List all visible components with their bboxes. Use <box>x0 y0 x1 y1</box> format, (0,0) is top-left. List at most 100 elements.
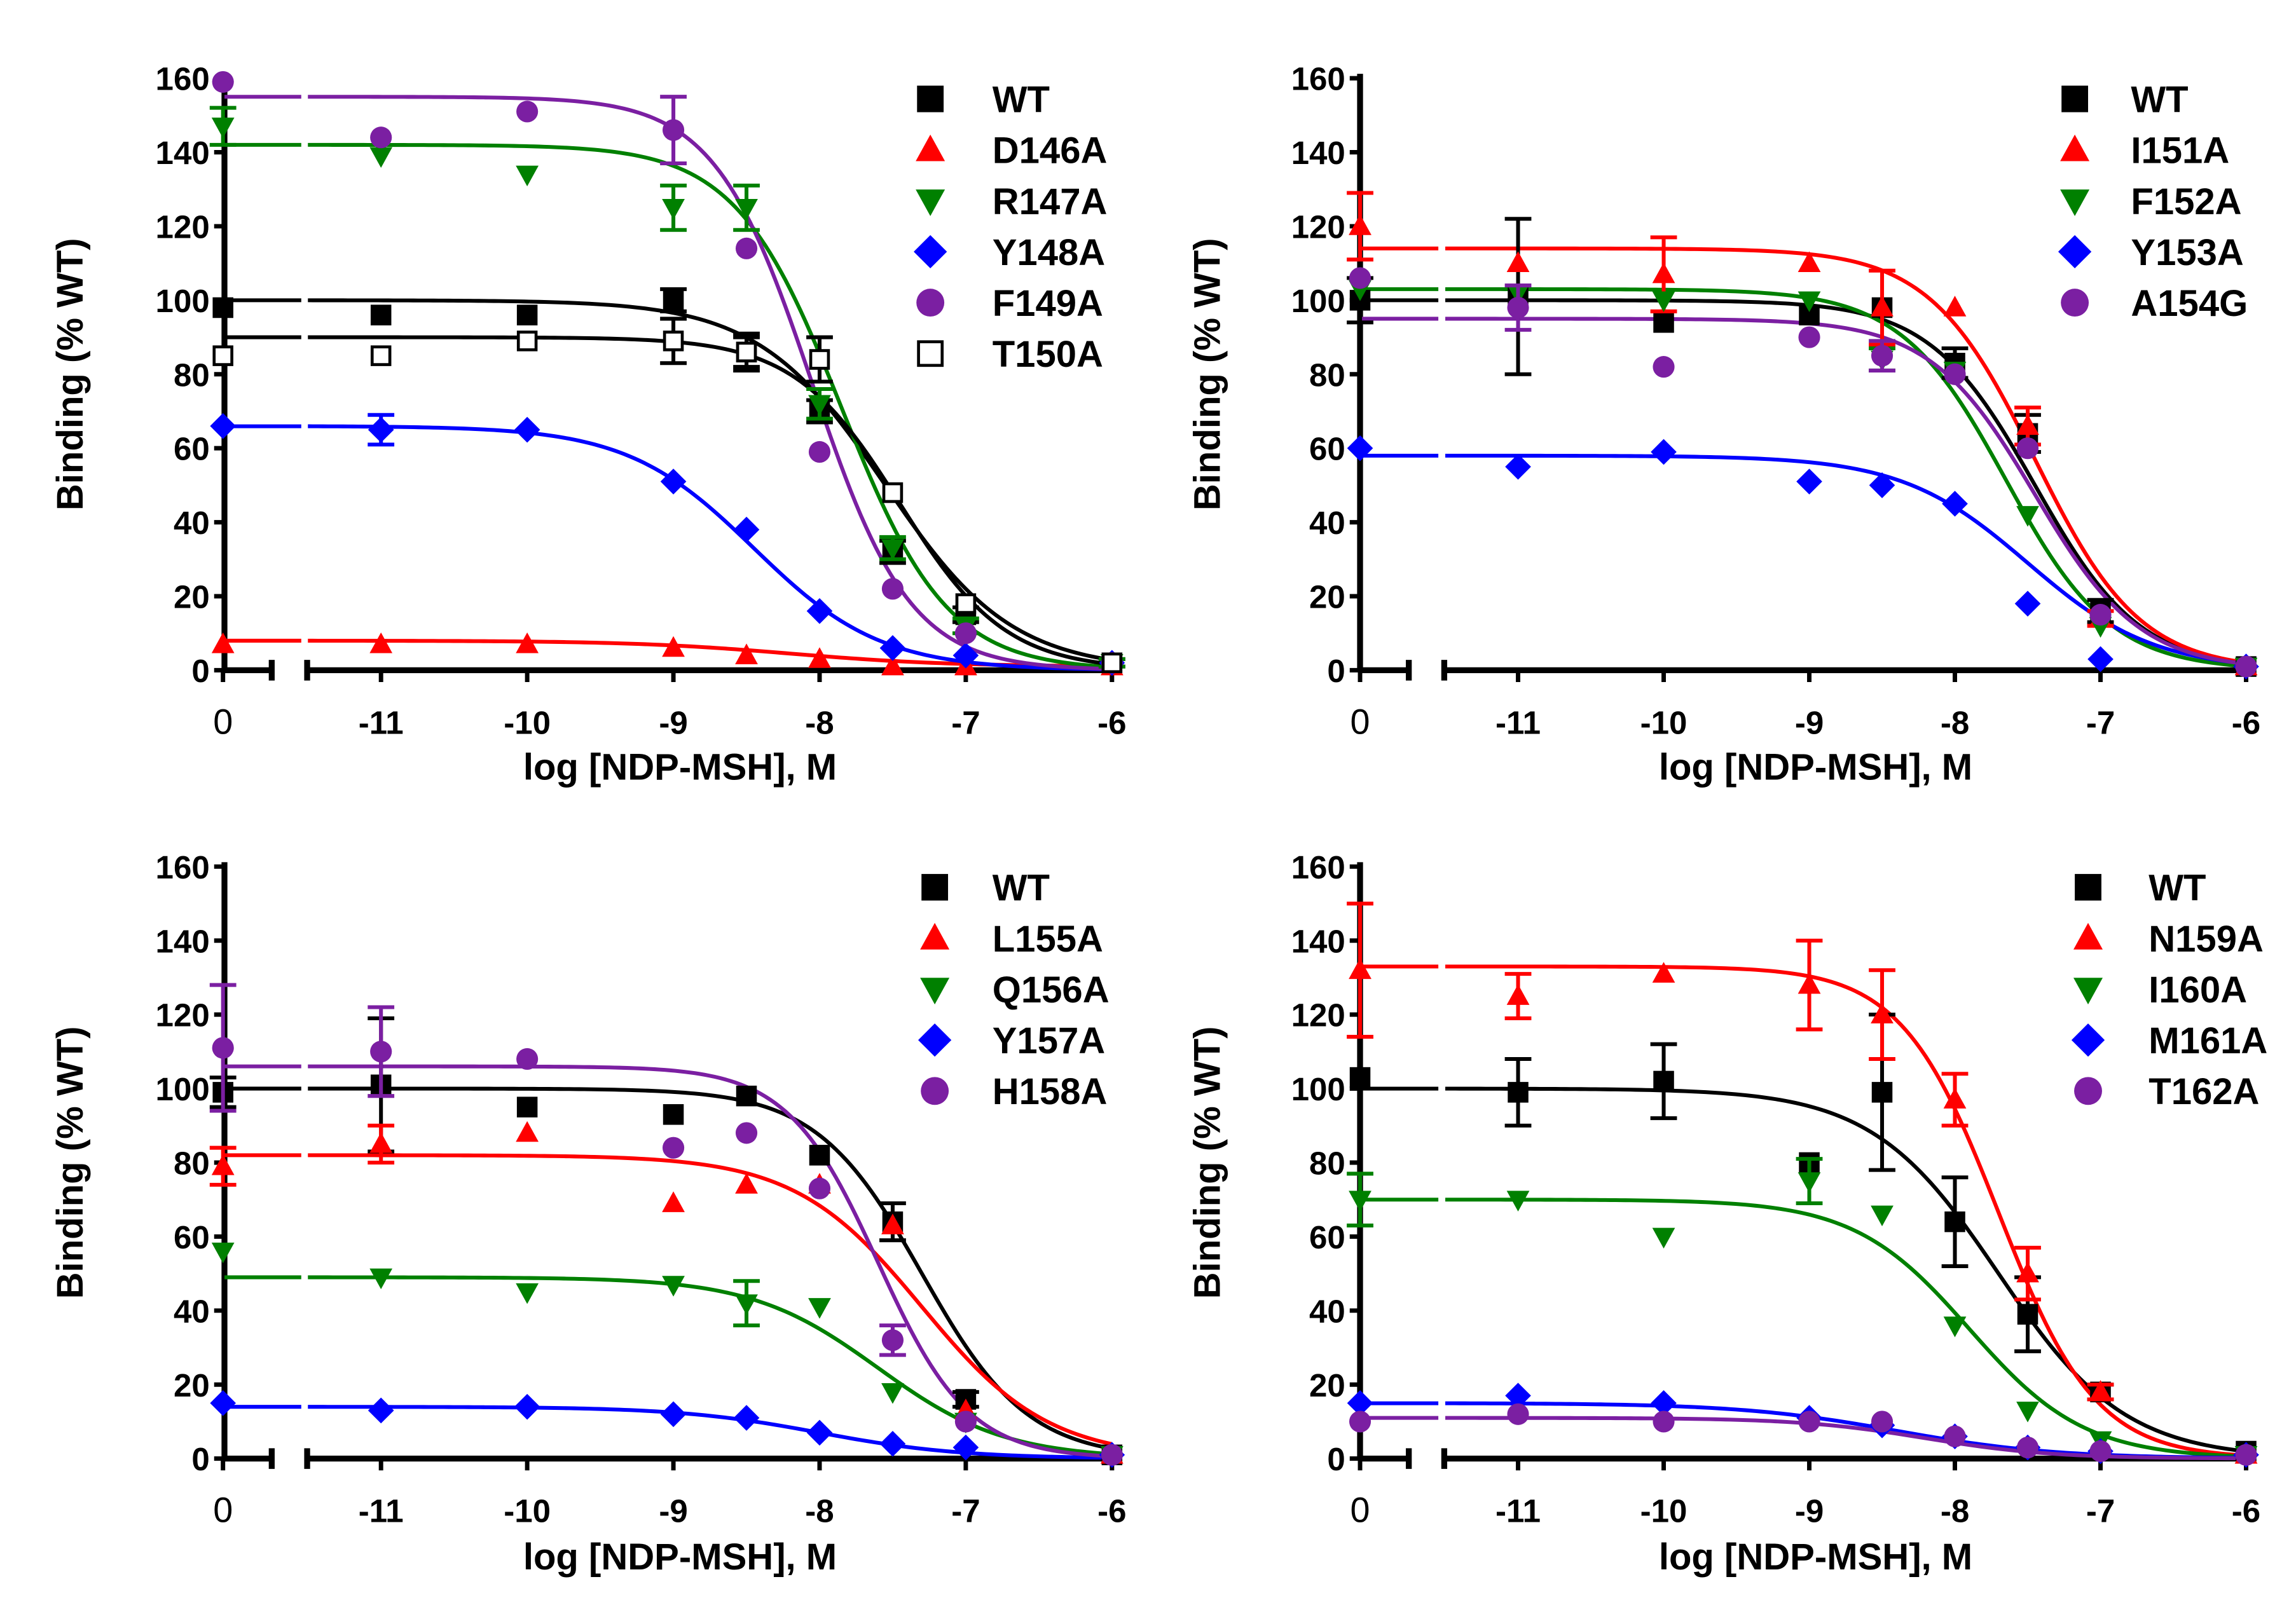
data-point <box>1505 453 1531 480</box>
data-point <box>808 1177 831 1199</box>
y-tick-label: 100 <box>1291 283 1345 319</box>
legend-label: WT <box>993 868 1050 909</box>
y-tick-label: 120 <box>156 209 210 245</box>
y-tick-label: 0 <box>1327 653 1345 689</box>
x-tick-label: -10 <box>504 704 551 741</box>
data-point <box>881 1213 904 1234</box>
chart-panel-bottom-right: 0 20 40 60 80 100 120 140 160 0 -11 -10 -9 -8 -7 -6 log … <box>1186 849 2267 1578</box>
x-tick-label: -9 <box>1795 1493 1824 1529</box>
legend-label: M161A <box>2148 1020 2267 1062</box>
data-point <box>210 1390 237 1416</box>
data-point <box>1943 296 1967 317</box>
y-tick-label: 20 <box>174 579 210 615</box>
data-point <box>1943 1316 1967 1337</box>
legend-marker <box>2073 922 2103 950</box>
y-tick-label: 60 <box>174 431 210 467</box>
data-point <box>516 1048 539 1070</box>
data-point <box>1508 1082 1529 1103</box>
data-point <box>662 1191 685 1212</box>
x-axis-title: log [NDP-MSH], M <box>1659 746 1972 788</box>
fit-curve <box>308 142 1113 669</box>
legend-label: L155A <box>993 919 1103 960</box>
legend-marker <box>2060 189 2090 216</box>
data-point <box>1944 1211 1965 1233</box>
data-point <box>516 1283 539 1304</box>
legend-marker <box>917 85 944 113</box>
y-tick-label: 160 <box>156 61 210 97</box>
data-point <box>808 441 831 463</box>
data-point <box>1871 1411 1894 1433</box>
legend-marker <box>2061 289 2089 317</box>
fit-curve <box>1445 317 2246 666</box>
data-point <box>2089 604 2112 626</box>
data-point <box>663 1104 684 1125</box>
y-tick-label: 120 <box>1291 209 1345 245</box>
data-point <box>370 1041 392 1063</box>
data-point <box>1507 296 1529 319</box>
data-point <box>211 117 235 139</box>
data-point <box>368 416 394 443</box>
legend-label: T162A <box>2148 1071 2259 1112</box>
legend-marker <box>2061 85 2089 113</box>
data-point <box>210 413 237 439</box>
legend-label: WT <box>993 79 1050 121</box>
chart-panel-bottom-left: 0 20 40 60 80 100 120 140 160 0 -11 -10 -9 -8 -7 -6 log … <box>50 849 1126 1578</box>
data-point <box>516 165 539 187</box>
legend-label: WT <box>2131 79 2188 121</box>
data-point <box>2016 1261 2039 1283</box>
data-point <box>212 71 234 93</box>
legend-marker <box>2073 978 2103 1005</box>
legend-marker <box>920 922 950 950</box>
fit-curve <box>1445 287 2246 669</box>
data-point <box>879 635 906 661</box>
data-point <box>212 297 233 318</box>
fit-curve <box>1445 1086 2246 1454</box>
fit-curve <box>308 1086 1113 1451</box>
data-point <box>1871 1205 1894 1227</box>
y-tick-label: 20 <box>1309 1367 1345 1404</box>
data-point <box>1653 312 1674 333</box>
legend-marker <box>916 189 945 216</box>
data-point <box>808 395 831 416</box>
y-tick-label: 140 <box>1291 135 1345 171</box>
legend-marker <box>916 289 945 317</box>
data-point <box>879 1431 906 1457</box>
data-point <box>516 632 539 653</box>
y-tick-label: 160 <box>156 849 210 885</box>
data-point <box>1349 958 1371 980</box>
data-point <box>1349 267 1371 289</box>
x-tick-label-zero: 0 <box>213 702 233 741</box>
y-tick-label: 40 <box>174 1293 210 1329</box>
x-tick-label: -6 <box>1097 704 1126 741</box>
data-point <box>1349 1411 1371 1433</box>
x-tick-label: -10 <box>1640 704 1688 741</box>
fit-curve <box>1445 1198 2246 1459</box>
data-point <box>2089 1440 2112 1463</box>
x-tick-label: -9 <box>659 704 687 741</box>
data-point <box>1653 1070 1674 1092</box>
data-point <box>735 199 758 220</box>
data-point <box>2016 437 2039 460</box>
data-point <box>662 1137 685 1159</box>
data-point <box>2016 414 2039 435</box>
data-point <box>212 345 233 366</box>
data-point <box>733 1405 760 1431</box>
fit-curve <box>1445 964 2246 1458</box>
y-axis-title: Binding (% WT) <box>50 1027 91 1299</box>
data-point <box>733 516 760 543</box>
y-tick-label: 140 <box>156 135 210 171</box>
legend-label: I160A <box>2148 969 2247 1011</box>
data-point <box>212 1037 234 1059</box>
data-point <box>1798 1411 1820 1433</box>
data-point <box>2235 1444 2257 1466</box>
legend-label: F152A <box>2131 181 2241 222</box>
data-point <box>1349 1191 1371 1212</box>
y-tick-label: 40 <box>1309 505 1345 541</box>
fit-curve <box>308 335 1113 667</box>
data-point <box>735 237 758 259</box>
data-point <box>370 126 392 149</box>
y-tick-label: 140 <box>1291 923 1345 959</box>
legend-label: Y153A <box>2131 232 2244 273</box>
data-point <box>211 632 235 653</box>
